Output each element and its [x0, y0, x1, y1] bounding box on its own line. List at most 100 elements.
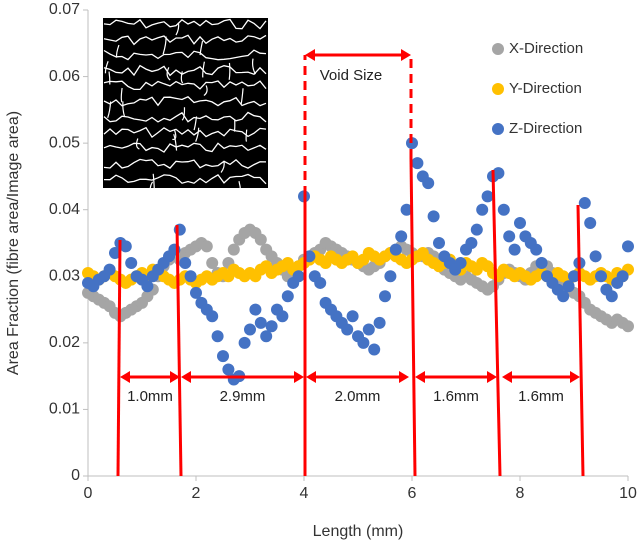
inset-image [103, 18, 268, 199]
inset-crack [104, 61, 109, 74]
inset-crack [107, 101, 112, 119]
legend-label: Y-Direction [509, 80, 582, 97]
inset-crack [228, 62, 231, 80]
inset-crack [203, 85, 208, 97]
data-point [206, 310, 219, 323]
inset-crack [195, 127, 200, 142]
annotation-line [491, 169, 502, 477]
inset-crack [238, 181, 242, 199]
inset-crack [103, 126, 267, 139]
annotation-box [216, 386, 269, 408]
inset-crack [108, 71, 111, 85]
data-point [422, 177, 435, 190]
data-point [109, 246, 121, 259]
inset-crack [240, 88, 244, 105]
y-tick-label: 0.06 [49, 68, 80, 85]
data-point [141, 280, 154, 293]
arrow-head [120, 371, 130, 383]
data-point [119, 240, 132, 253]
arrow-head [294, 371, 304, 383]
inset-crack [166, 67, 171, 81]
annotation-line [175, 224, 183, 477]
x-tick-label: 10 [619, 485, 637, 502]
data-point [562, 280, 575, 293]
data-point [616, 270, 629, 283]
data-point [400, 203, 413, 216]
data-point [103, 263, 116, 276]
inset-crack [103, 111, 267, 123]
data-point [379, 290, 391, 303]
annotation-line [116, 239, 122, 477]
data-point [179, 256, 192, 269]
annotation-label: 2.0mm [335, 388, 381, 405]
legend-marker [492, 123, 504, 135]
data-point [454, 256, 467, 269]
data-point [384, 270, 397, 283]
inset-crack [103, 96, 267, 107]
arrow-head [306, 371, 316, 383]
inset-crack [162, 36, 167, 55]
data-point [292, 270, 305, 283]
data-point [595, 270, 607, 283]
data-point [346, 310, 359, 323]
annotation-line [576, 204, 585, 477]
arrow-head [170, 371, 180, 383]
annotation-box [515, 386, 567, 408]
data-point [362, 323, 375, 336]
y-tick-label: 0.05 [49, 134, 80, 151]
inset-crack [181, 107, 186, 121]
legend-label: X-Direction [509, 40, 583, 57]
annotation-label: 2.9mm [220, 388, 266, 405]
inset-crack [173, 133, 178, 151]
inset-crack [220, 160, 225, 173]
data-point [568, 270, 580, 283]
annotation-box [124, 386, 176, 408]
data-point [238, 336, 251, 349]
inset-crack [103, 18, 267, 30]
data-point [206, 256, 219, 269]
inset-crack [180, 71, 184, 84]
inset-crack [122, 101, 126, 118]
annotation-line [409, 157, 417, 477]
data-point [427, 210, 440, 223]
inset-crack [103, 158, 267, 169]
arrow-head [305, 49, 315, 61]
y-tick-label: 0.03 [49, 268, 80, 285]
inset-crack [135, 138, 140, 150]
data-point [535, 256, 548, 269]
annotation-label: Void Size [320, 67, 383, 84]
data-point [492, 167, 505, 180]
annotation-box [430, 386, 482, 408]
data-point [260, 330, 273, 343]
data-point [211, 330, 224, 343]
data-point [476, 203, 489, 216]
data-point [244, 323, 256, 336]
x-axis-title: Length (mm) [313, 523, 404, 540]
arrow-head [399, 371, 409, 383]
data-point [433, 237, 445, 249]
inset-crack [103, 80, 267, 91]
inset-crack [103, 64, 267, 77]
data-point [578, 197, 591, 210]
inset-crack [149, 181, 154, 197]
inset-crack [199, 40, 204, 56]
legend-label: Z-Direction [509, 120, 582, 137]
data-point [227, 243, 240, 256]
y-tick-label: 0.02 [49, 334, 80, 351]
arrow-head [487, 371, 497, 383]
data-point [217, 350, 229, 363]
x-tick-label: 0 [84, 485, 93, 502]
inset-crack [251, 58, 256, 75]
inset-crack [152, 173, 155, 190]
data-point [465, 237, 478, 249]
annotation-box [331, 386, 384, 408]
data-point [470, 223, 483, 236]
data-point [368, 343, 381, 356]
inset-crack [175, 22, 180, 36]
data-point [254, 233, 267, 246]
annotation-label: 1.6mm [433, 388, 479, 405]
data-point [530, 243, 543, 256]
data-point [514, 217, 526, 230]
data-point [249, 303, 262, 316]
